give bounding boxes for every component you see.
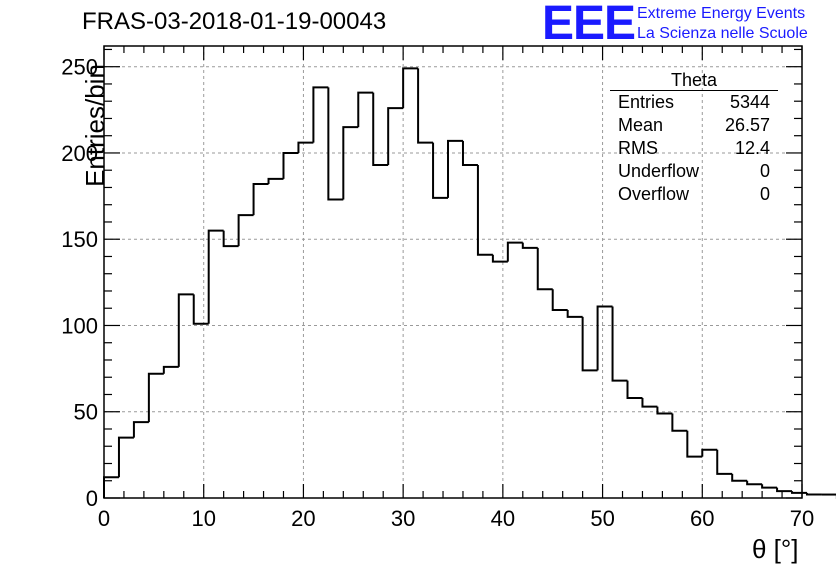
- eee-logo-text: Extreme Energy Events La Scienza nelle S…: [637, 4, 808, 44]
- histogram-bin: [671, 413, 688, 432]
- y-tick-label: 50: [74, 400, 98, 425]
- plot-grid: [104, 46, 802, 498]
- histogram-bin: [476, 165, 493, 256]
- x-tick-label: 0: [98, 506, 110, 531]
- stats-label: RMS: [618, 138, 658, 158]
- histogram-bin: [701, 448, 718, 457]
- histogram-bin: [746, 480, 763, 486]
- stats-row: Overflow 0: [610, 183, 778, 206]
- logo-line-1: Extreme Energy Events: [637, 5, 806, 22]
- plot-frame: [103, 45, 803, 499]
- histogram-bin: [506, 241, 523, 262]
- x-tick-label: 60: [690, 506, 714, 531]
- histogram-bin: [282, 151, 299, 179]
- histogram-bin: [596, 305, 613, 371]
- histogram-bin: [581, 316, 598, 372]
- histogram-bin: [162, 365, 179, 374]
- histogram-bin: [656, 406, 673, 415]
- x-tick-label: 10: [191, 506, 215, 531]
- chart-title: FRAS-03-2018-01-19-00043: [82, 8, 387, 35]
- y-tick-label: 100: [61, 313, 98, 338]
- histogram-bin: [686, 430, 703, 458]
- tick-labels: 0 10 20 30 40 50 60 70 0 50 100 150 200 250: [61, 55, 814, 531]
- histogram-bars: [103, 67, 836, 499]
- histogram-bin: [342, 126, 359, 200]
- stats-row: Underflow 0: [610, 160, 778, 183]
- histogram-bin: [372, 92, 389, 167]
- logo-line-2: La Scienza nelle Scuole: [637, 25, 808, 42]
- stats-value: 0: [759, 161, 770, 181]
- x-axis-label: θ [°]: [752, 534, 799, 564]
- stats-value: 0: [759, 184, 770, 204]
- histogram-bin: [267, 177, 284, 185]
- stats-label: Entries: [618, 92, 675, 112]
- stats-value: 12.4: [734, 138, 770, 158]
- histogram-bin: [731, 473, 748, 482]
- histogram-bin: [177, 293, 194, 367]
- histogram-bin: [357, 91, 374, 128]
- histogram-bin: [716, 449, 733, 475]
- histogram-bin: [387, 107, 404, 166]
- stats-value: 26.57: [724, 115, 770, 135]
- histogram-bin: [252, 183, 269, 216]
- x-tick-label: 20: [291, 506, 315, 531]
- histogram-bin: [566, 309, 583, 318]
- stats-row: Mean 26.57: [610, 114, 778, 137]
- histogram-bin: [776, 487, 793, 493]
- histogram-bin: [312, 86, 329, 143]
- histogram-bin: [327, 87, 344, 201]
- stats-value: 5344: [729, 92, 770, 112]
- histogram-bin: [761, 484, 778, 489]
- histogram-bin: [192, 294, 209, 325]
- eee-logo: EEE: [542, 0, 636, 50]
- y-tick-label: 150: [61, 227, 98, 252]
- histogram-bin: [132, 421, 149, 438]
- stats-label: Underflow: [618, 161, 700, 181]
- histogram-bin: [521, 242, 538, 249]
- y-tick-label: 200: [61, 141, 98, 166]
- stats-label: Mean: [618, 115, 664, 135]
- histogram-bin: [117, 436, 134, 478]
- stats-title: Theta: [610, 70, 778, 91]
- x-tick-label: 30: [391, 506, 415, 531]
- histogram-bin: [461, 140, 478, 167]
- histogram-bin: [402, 67, 419, 109]
- histogram-bin: [805, 492, 822, 496]
- histogram-bin: [536, 247, 553, 291]
- histogram-bin: [447, 139, 463, 198]
- x-tick-label: 50: [590, 506, 614, 531]
- histogram-bin: [207, 229, 224, 324]
- x-tick-label: 70: [790, 506, 814, 531]
- y-tick-label: 250: [61, 55, 98, 80]
- stats-box: Theta Entries 5344 Mean 26.57 RMS 12.4 U…: [610, 70, 778, 206]
- histogram-bin: [626, 380, 643, 399]
- histogram-bin: [491, 254, 508, 263]
- histogram-bin: [791, 491, 807, 494]
- histogram-bin: [551, 289, 568, 311]
- axis-ticks: [103, 46, 803, 499]
- histogram-bin: [641, 397, 658, 408]
- histogram-bin: [297, 141, 314, 153]
- y-axis-label: Entries/bin: [79, 64, 110, 187]
- histogram-bin: [237, 214, 254, 247]
- histogram-bin: [432, 142, 449, 199]
- stats-row: Entries 5344: [610, 91, 778, 114]
- x-tick-label: 40: [491, 506, 515, 531]
- stats-row: RMS 12.4: [610, 137, 778, 160]
- histogram-bin: [417, 68, 434, 144]
- histogram-bin: [222, 230, 239, 248]
- stats-label: Overflow: [618, 184, 690, 204]
- y-tick-label: 0: [86, 486, 98, 511]
- histogram-bin: [147, 372, 164, 423]
- histogram-bin: [611, 306, 628, 382]
